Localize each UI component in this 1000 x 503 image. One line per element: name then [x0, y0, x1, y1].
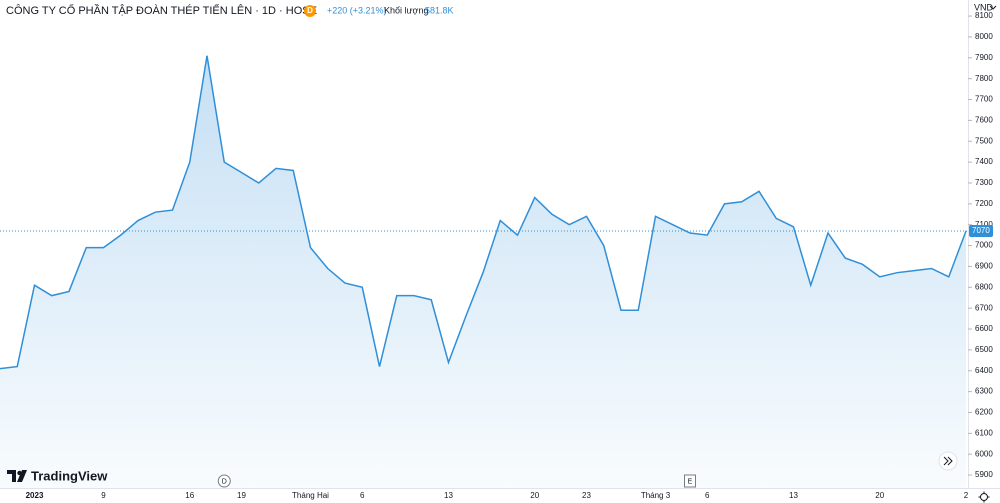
x-tick-label: 2 [964, 491, 969, 500]
y-tick-label: 7100 [975, 220, 993, 229]
x-tick-label: 9 [101, 491, 106, 500]
y-tick-label: 6800 [975, 282, 993, 291]
badge: D [307, 6, 313, 15]
y-tick-label: 6200 [975, 408, 993, 417]
badge-bg [304, 5, 316, 17]
x-tick-label: 13 [444, 491, 453, 500]
volume: 581.8K [425, 5, 454, 15]
plot [0, 55, 968, 489]
x-tick-label: 20 [530, 491, 539, 500]
event-label: D [222, 478, 227, 485]
event-label: E [688, 478, 693, 485]
x-tick-label: 20 [875, 491, 884, 500]
volume-label: Khối lượng [384, 5, 428, 15]
event-marker [217, 474, 231, 488]
change: +220 (+3.21%) [327, 5, 387, 15]
y-tick-label: 7000 [975, 241, 993, 250]
x-tick-label: 6 [705, 491, 710, 500]
y-tick-label: 8000 [975, 32, 993, 41]
x-tick-label: 19 [237, 491, 246, 500]
chart-title: CÔNG TY CỔ PHẦN TẬP ĐOÀN THÉP TIẾN LÊN ·… [6, 4, 317, 17]
x-tick-label: 6 [360, 491, 365, 500]
logo: TradingView [7, 468, 108, 483]
y-tick-label: 6600 [975, 324, 993, 333]
last-price-tag [969, 224, 993, 237]
y-tick-label: 7200 [975, 199, 993, 208]
currency-caret [989, 5, 997, 10]
last-price-label: 7070 [972, 226, 990, 235]
y-tick-label: 7900 [975, 53, 993, 62]
y-tick-label: 7400 [975, 157, 993, 166]
y-tick-label: 6300 [975, 387, 993, 396]
y-tick-label: 8100 [975, 11, 993, 20]
y-tick-label: 6700 [975, 303, 993, 312]
area [0, 55, 966, 489]
x-tick-label: 23 [582, 491, 591, 500]
x-tick-label: 13 [789, 491, 798, 500]
settings-icon[interactable] [978, 491, 990, 503]
event-marker [684, 474, 696, 488]
y-tick-label: 7600 [975, 115, 993, 124]
y-tick-label: 6100 [975, 428, 993, 437]
scroll-button[interactable] [938, 451, 958, 471]
y-tick-label: 7500 [975, 136, 993, 145]
y-tick-label: 6400 [975, 366, 993, 375]
y-tick-label: 6500 [975, 345, 993, 354]
y-tick-label: 6000 [975, 449, 993, 458]
y-tick-label: 5900 [975, 470, 993, 479]
y-tick-label: 7300 [975, 178, 993, 187]
x-tick-label: Tháng 3 [641, 491, 671, 500]
currency[interactable]: VND [974, 2, 994, 12]
y-tick-label: 7700 [975, 95, 993, 104]
x-tick-label: 16 [185, 491, 194, 500]
line [0, 55, 967, 370]
y-tick-label: 7800 [975, 74, 993, 83]
x-tick-label: 2023 [26, 491, 44, 500]
brand: TradingView [31, 468, 108, 483]
x-tick-label: Tháng Hai [292, 491, 329, 500]
y-tick-label: 6900 [975, 262, 993, 271]
